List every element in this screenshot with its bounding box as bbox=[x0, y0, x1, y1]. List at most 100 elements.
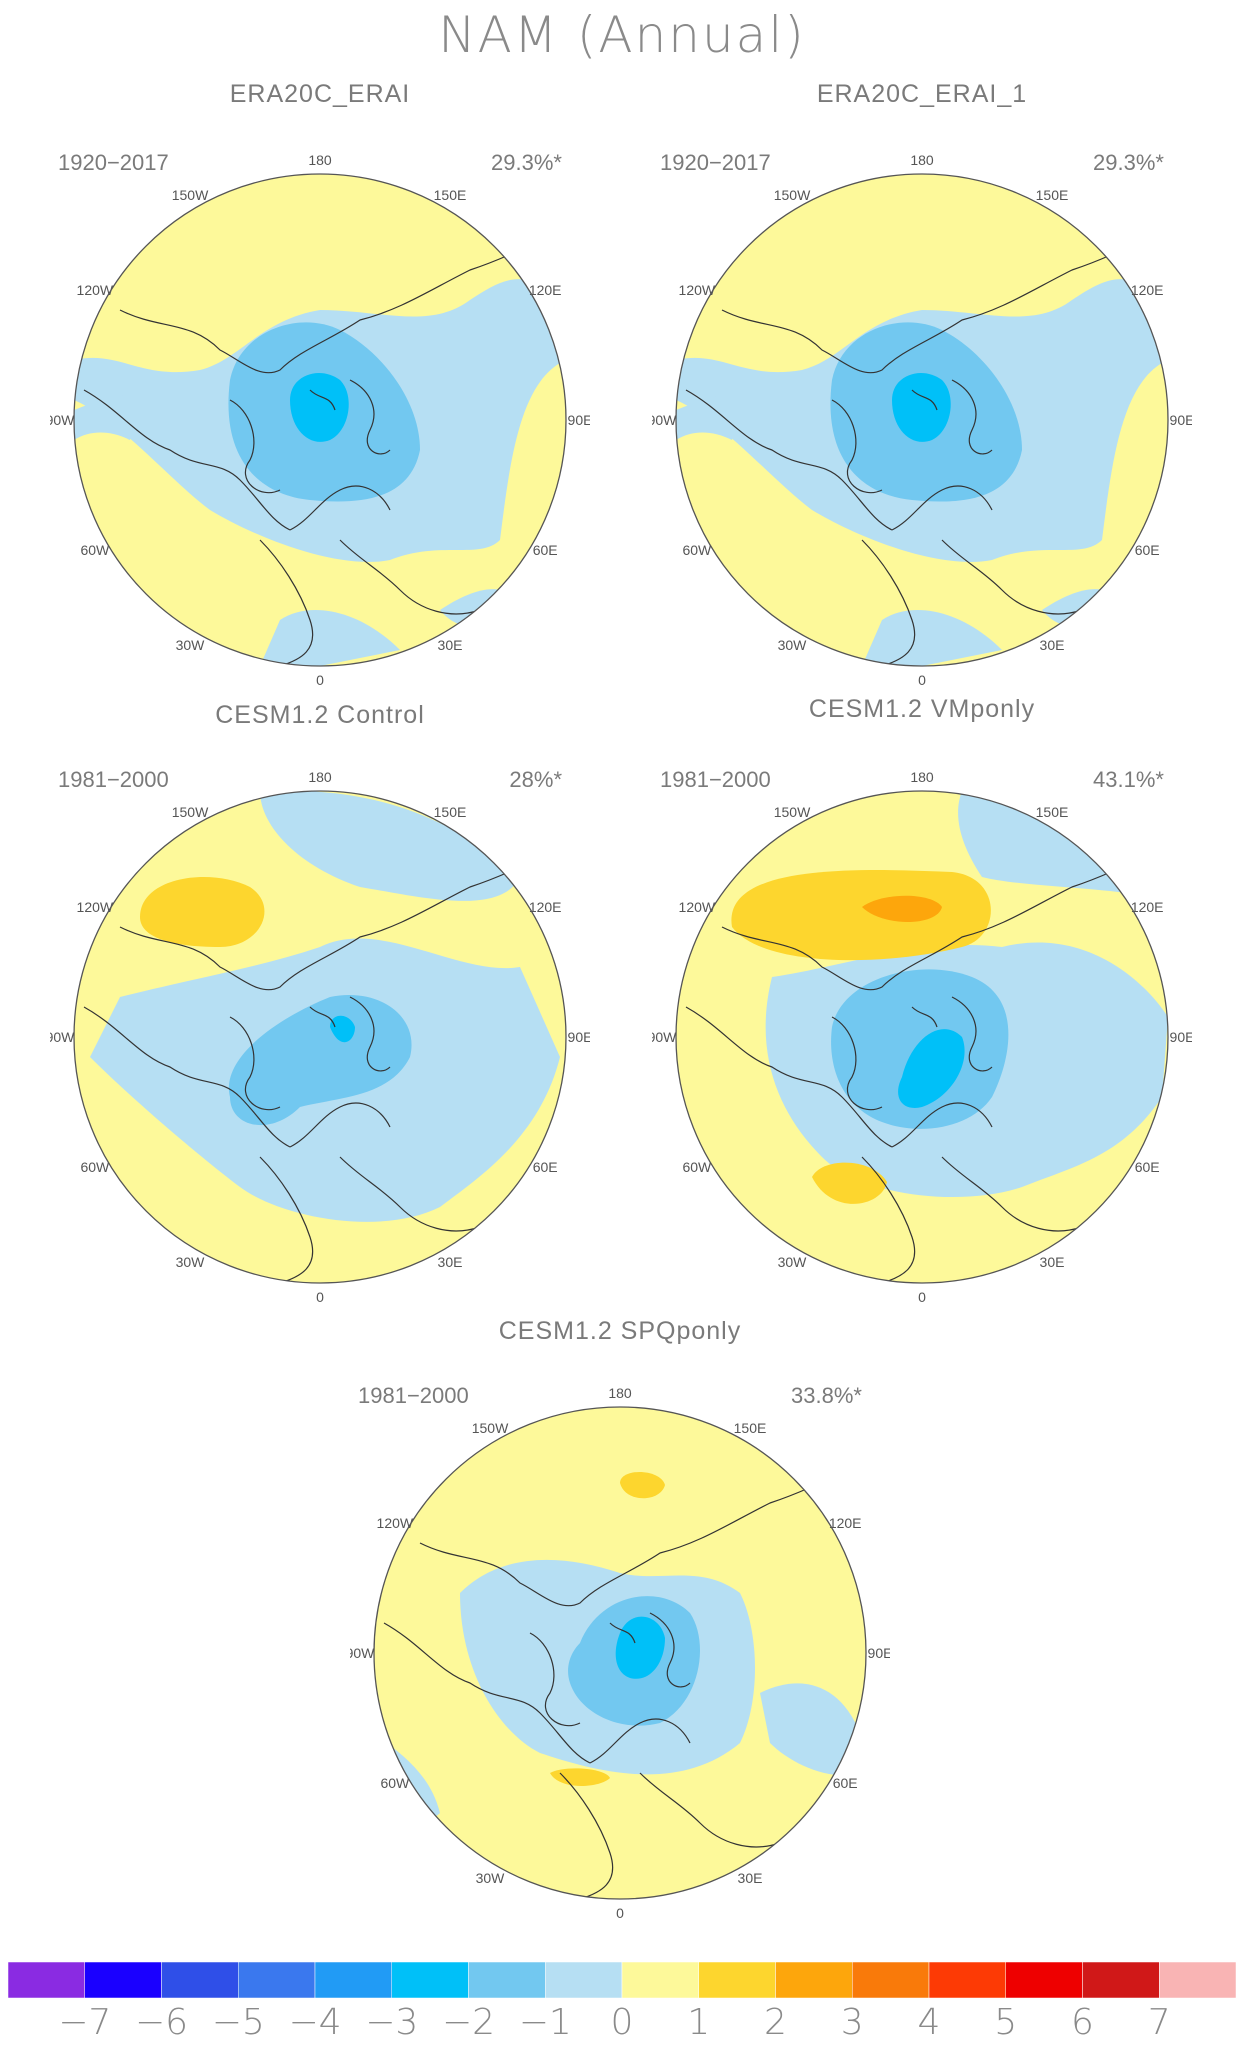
coastline bbox=[83, 1006, 291, 1148]
colorbar-segment bbox=[391, 1962, 469, 1998]
coastline bbox=[529, 1632, 581, 1727]
map-border bbox=[675, 790, 1169, 1284]
coastline bbox=[831, 399, 883, 494]
longitude-label: 60W bbox=[682, 542, 712, 558]
coastline bbox=[861, 539, 916, 666]
contour-region bbox=[228, 995, 412, 1126]
longitude-label: 120E bbox=[829, 1515, 862, 1531]
contour-region bbox=[330, 1015, 355, 1043]
contour-region bbox=[812, 1162, 887, 1204]
contour-region bbox=[731, 870, 991, 961]
colorbar-label: −4 bbox=[288, 2002, 342, 2043]
colorbar-label: −7 bbox=[58, 2002, 112, 2043]
coastline bbox=[609, 1622, 636, 1644]
contour-region bbox=[898, 1029, 965, 1108]
colorbar-segment bbox=[928, 1962, 1006, 1998]
longitude-label: 60W bbox=[80, 1159, 110, 1175]
contour-region bbox=[260, 791, 520, 901]
panel-title: ERA20C_ERAI bbox=[229, 80, 411, 108]
map-border bbox=[675, 173, 1169, 667]
coastline bbox=[685, 389, 893, 531]
coastline bbox=[119, 239, 541, 374]
panel-period: 1981−2000 bbox=[58, 767, 169, 792]
coastline bbox=[259, 539, 314, 666]
colorbar-segment bbox=[852, 1962, 930, 1998]
contour-region bbox=[676, 395, 742, 440]
longitude-label: 60E bbox=[1135, 1159, 1160, 1175]
longitude-label: 150E bbox=[734, 1420, 767, 1436]
colorbar-segment bbox=[238, 1962, 316, 1998]
contour-region bbox=[892, 372, 951, 442]
longitude-label: 120W bbox=[77, 282, 114, 298]
colorbar bbox=[8, 1962, 1236, 1998]
coastline bbox=[339, 539, 481, 615]
coastline bbox=[861, 1156, 916, 1283]
colorbar-label: 0 bbox=[610, 2002, 634, 2043]
colorbar-label: 4 bbox=[917, 2002, 941, 2043]
colorbar-segment bbox=[775, 1962, 853, 1998]
coastline bbox=[951, 379, 993, 455]
contour-region bbox=[550, 1768, 610, 1787]
polar-map: 180 150E 120E 90E 60E 30E 0 30W 60W 90W 120W 150W bbox=[50, 152, 590, 688]
longitude-label: 30E bbox=[438, 637, 463, 653]
coastline bbox=[349, 379, 391, 455]
longitude-label: 150W bbox=[172, 804, 209, 820]
map-border bbox=[373, 1406, 867, 1900]
coastline bbox=[349, 996, 391, 1072]
coastline bbox=[229, 1016, 281, 1111]
longitude-label: 150W bbox=[172, 187, 209, 203]
coastline bbox=[911, 389, 938, 411]
longitude-label: 150W bbox=[472, 1420, 509, 1436]
colorbar-label: 2 bbox=[764, 2002, 787, 2043]
main-title: NAM (Annual) bbox=[438, 6, 806, 64]
longitude-label: 90W bbox=[50, 412, 75, 428]
polar-map: 180 150E 120E 90E 60E 30E 0 30W 60W 90W 120W 150W bbox=[652, 769, 1192, 1305]
coastline bbox=[309, 1006, 336, 1028]
longitude-label: 60E bbox=[1135, 542, 1160, 558]
map-border bbox=[73, 173, 567, 667]
colorbar-label: −3 bbox=[365, 2002, 419, 2043]
colorbar-label: 5 bbox=[994, 2002, 1018, 2043]
contour-region bbox=[615, 1616, 665, 1679]
panel-period: 1920−2017 bbox=[660, 150, 771, 175]
contour-region bbox=[290, 372, 349, 442]
coastline bbox=[941, 539, 1083, 615]
colorbar-segment bbox=[161, 1962, 239, 1998]
colorbar-segment bbox=[698, 1962, 776, 1998]
longitude-label: 90E bbox=[868, 1645, 890, 1661]
contour-region bbox=[260, 610, 400, 666]
contour-region bbox=[862, 895, 942, 922]
longitude-label: 150E bbox=[1036, 804, 1069, 820]
longitude-label: 60W bbox=[80, 542, 110, 558]
longitude-label: 180 bbox=[910, 152, 934, 168]
coastline bbox=[831, 1016, 883, 1111]
longitude-label: 120E bbox=[529, 899, 562, 915]
coastline bbox=[309, 389, 336, 411]
panel-percent: 43.1%* bbox=[1093, 767, 1164, 792]
longitude-label: 30W bbox=[176, 637, 206, 653]
panel-period: 1981−2000 bbox=[660, 767, 771, 792]
coastline bbox=[259, 1156, 314, 1283]
colorbar-label: −2 bbox=[441, 2002, 496, 2043]
longitude-label: 90E bbox=[1170, 412, 1192, 428]
coastline bbox=[721, 856, 1143, 991]
longitude-label: 30W bbox=[778, 637, 808, 653]
colorbar-segment bbox=[1005, 1962, 1083, 1998]
coastline bbox=[83, 389, 291, 531]
panel-title: CESM1.2 SPQponly bbox=[498, 1317, 742, 1345]
colorbar-label: 3 bbox=[840, 2002, 864, 2043]
longitude-label: 180 bbox=[308, 769, 332, 785]
colorbar-segment bbox=[1082, 1962, 1160, 1998]
map-border bbox=[73, 790, 567, 1284]
coastline bbox=[119, 856, 541, 991]
coastline bbox=[559, 1772, 614, 1899]
coastline bbox=[289, 485, 391, 531]
colorbar-segment bbox=[8, 1962, 85, 1998]
coastline bbox=[289, 1102, 391, 1148]
longitude-label: 90W bbox=[350, 1645, 375, 1661]
contour-region bbox=[760, 1683, 866, 1776]
longitude-label: 90W bbox=[652, 1029, 677, 1045]
longitude-label: 120W bbox=[679, 899, 716, 915]
polar-map: 180 150E 120E 90E 60E 30E 0 30W 60W 90W 120W 150W bbox=[350, 1385, 890, 1921]
longitude-label: 0 bbox=[316, 1289, 324, 1305]
